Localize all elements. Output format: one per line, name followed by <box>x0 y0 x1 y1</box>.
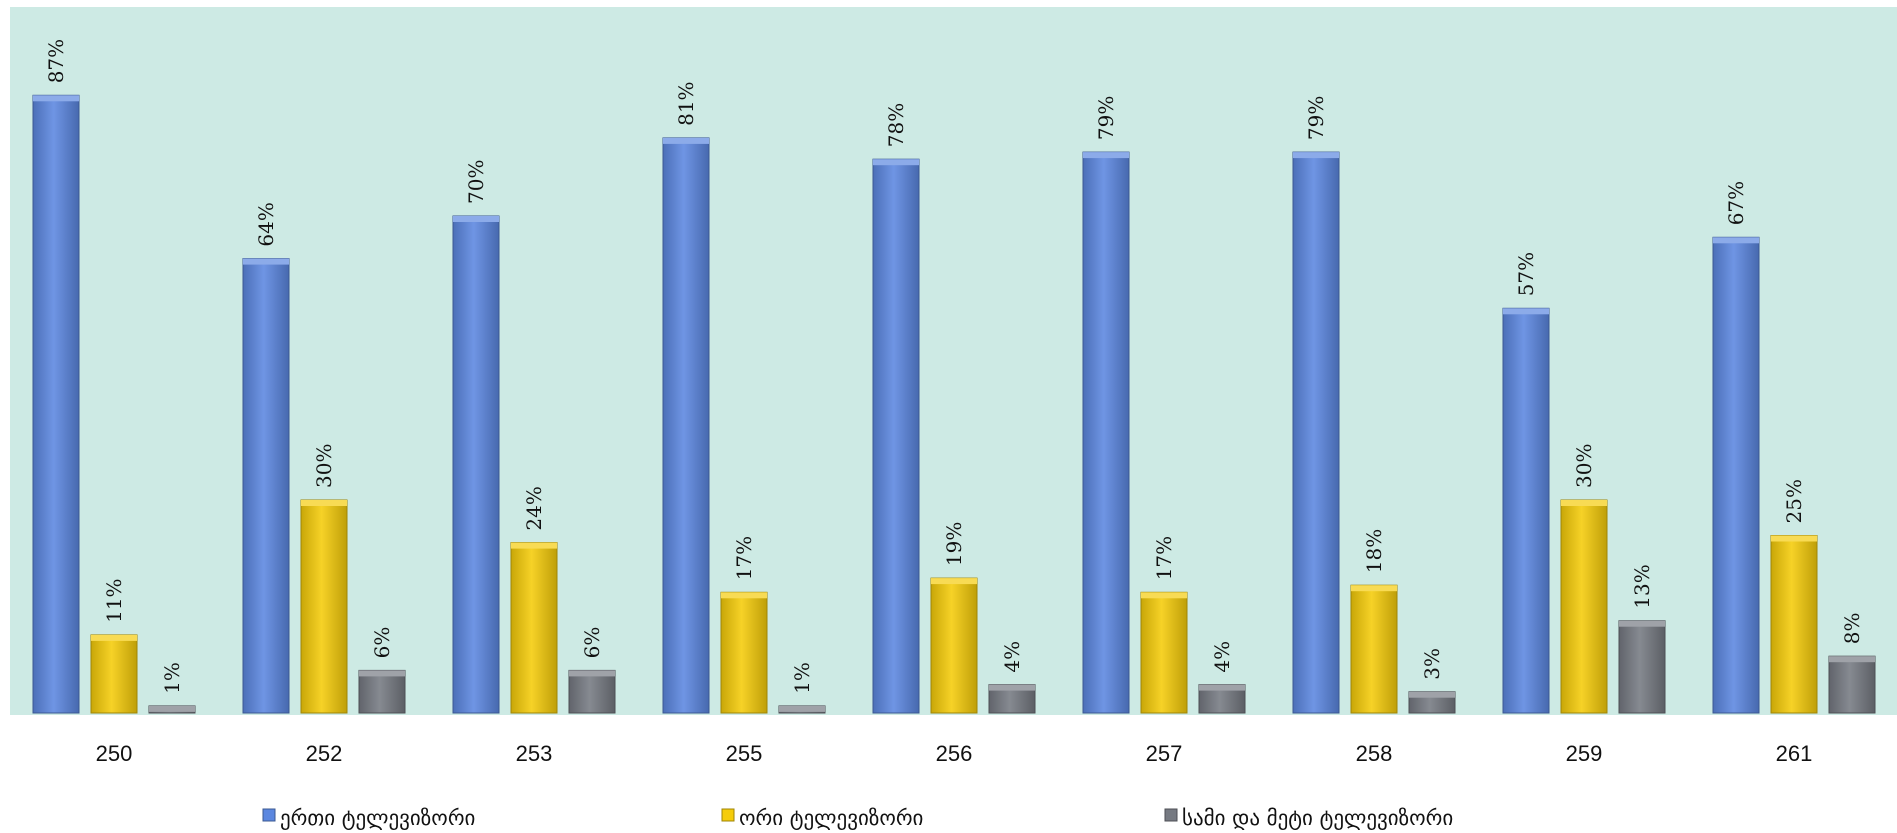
bar-top-257-series-3 <box>1199 684 1245 691</box>
data-label-250-series-2: 11% <box>102 578 126 622</box>
bar-252-series-3 <box>358 669 406 714</box>
data-label-258-series-2: 18% <box>1362 529 1386 573</box>
legend-swatch-series-3 <box>1164 808 1178 822</box>
bar-top-250-series-2 <box>91 634 137 641</box>
bar-261-series-2 <box>1770 535 1818 714</box>
data-label-257-series-1: 79% <box>1094 96 1118 140</box>
bar-261-series-3 <box>1828 655 1876 714</box>
data-label-256-series-2: 19% <box>942 522 966 566</box>
data-label-256-series-1: 78% <box>884 103 908 147</box>
bar-top-257-series-2 <box>1141 592 1187 599</box>
data-label-253-series-2: 24% <box>522 486 546 530</box>
bar-top-258-series-2 <box>1351 585 1397 592</box>
bar-top-250-series-1 <box>33 95 79 102</box>
bar-252-series-2 <box>300 499 348 714</box>
category-label-255: 255 <box>726 741 763 766</box>
category-label-258: 258 <box>1356 741 1393 766</box>
data-label-261-series-1: 67% <box>1724 181 1748 225</box>
bar-top-256-series-2 <box>931 578 977 585</box>
bar-253-series-3 <box>568 669 616 714</box>
data-label-252-series-2: 30% <box>312 444 336 488</box>
data-label-261-series-2: 25% <box>1782 479 1806 523</box>
data-label-261-series-3: 8% <box>1840 612 1864 644</box>
bar-255-series-1 <box>662 137 710 714</box>
category-label-250: 250 <box>96 741 133 766</box>
bar-top-261-series-2 <box>1771 535 1817 542</box>
data-label-257-series-2: 17% <box>1152 536 1176 580</box>
bar-top-258-series-1 <box>1293 152 1339 159</box>
data-label-250-series-3: 1% <box>160 662 184 694</box>
bar-258-series-2 <box>1350 584 1398 714</box>
data-label-252-series-1: 64% <box>254 202 278 246</box>
bar-257-series-1 <box>1082 151 1130 714</box>
bar-261-series-1 <box>1712 236 1760 714</box>
legend-label-series-1: ერთი ტელევიზორი <box>280 806 475 830</box>
legend: ერთი ტელევიზორი ორი ტელევიზორი სამი და მეტ… <box>262 806 1453 830</box>
bar-top-261-series-3 <box>1829 656 1875 663</box>
data-label-255-series-3: 1% <box>790 662 814 694</box>
data-label-250-series-1: 87% <box>44 39 68 83</box>
bar-top-256-series-1 <box>873 159 919 166</box>
bar-top-259-series-1 <box>1503 308 1549 315</box>
bar-top-250-series-3 <box>149 705 195 712</box>
data-label-253-series-3: 6% <box>580 627 604 659</box>
category-label-252: 252 <box>306 741 343 766</box>
bar-top-257-series-1 <box>1083 152 1129 159</box>
bar-top-255-series-1 <box>663 137 709 144</box>
category-axis: 250 252 253 255 256 257 258 259 261 <box>96 741 1813 766</box>
bar-259-series-3 <box>1618 620 1666 714</box>
bar-top-256-series-3 <box>989 684 1035 691</box>
bar-top-255-series-2 <box>721 592 767 599</box>
bar-top-253-series-2 <box>511 542 557 549</box>
category-label-257: 257 <box>1146 741 1183 766</box>
bar-250-series-1 <box>32 94 80 714</box>
bar-top-259-series-2 <box>1561 500 1607 506</box>
data-label-253-series-1: 70% <box>464 160 488 204</box>
bar-253-series-1 <box>452 215 500 714</box>
bar-256-series-1 <box>872 158 920 714</box>
category-label-253: 253 <box>516 741 553 766</box>
legend-swatch-series-1 <box>262 808 276 822</box>
bar-top-261-series-1 <box>1713 237 1759 244</box>
bar-top-252-series-1 <box>243 258 289 265</box>
data-label-259-series-1: 57% <box>1514 252 1538 296</box>
data-label-252-series-3: 6% <box>370 627 394 659</box>
bar-256-series-2 <box>930 577 978 714</box>
bar-top-253-series-3 <box>569 670 615 677</box>
category-label-256: 256 <box>936 741 973 766</box>
bar-top-258-series-3 <box>1409 691 1455 698</box>
bar-258-series-1 <box>1292 151 1340 714</box>
data-label-255-series-2: 17% <box>732 536 756 580</box>
data-label-257-series-3: 4% <box>1210 641 1234 673</box>
bar-255-series-2 <box>720 591 768 714</box>
data-label-255-series-1: 81% <box>674 81 698 125</box>
data-label-259-series-3: 13% <box>1630 564 1654 608</box>
bars-layer <box>32 94 1876 714</box>
bar-top-253-series-1 <box>453 216 499 222</box>
data-label-259-series-2: 30% <box>1572 444 1596 488</box>
category-label-259: 259 <box>1566 741 1603 766</box>
bar-250-series-2 <box>90 634 138 714</box>
data-label-258-series-3: 3% <box>1420 648 1444 680</box>
bar-253-series-2 <box>510 542 558 714</box>
data-label-256-series-3: 4% <box>1000 641 1024 673</box>
bar-259-series-2 <box>1560 499 1608 714</box>
legend-label-series-3: სამი და მეტი ტელევიზორი <box>1182 806 1453 830</box>
bar-top-259-series-3 <box>1619 620 1665 627</box>
bar-252-series-1 <box>242 258 290 714</box>
category-label-261: 261 <box>1776 741 1813 766</box>
data-labels-layer: 87% 11% 1% 64% 30% 6% 70% 24% 6% 81% 17% 1% 78% 19% 4%… <box>44 39 1864 694</box>
bar-top-252-series-3 <box>359 670 405 677</box>
bar-257-series-2 <box>1140 591 1188 714</box>
legend-label-series-2: ორი ტელევიზორი <box>739 806 923 830</box>
legend-swatch-series-2 <box>721 808 735 822</box>
data-label-258-series-1: 79% <box>1304 96 1328 140</box>
bar-top-252-series-2 <box>301 500 347 506</box>
bar-259-series-1 <box>1502 307 1550 714</box>
bar-top-255-series-3 <box>779 705 825 712</box>
